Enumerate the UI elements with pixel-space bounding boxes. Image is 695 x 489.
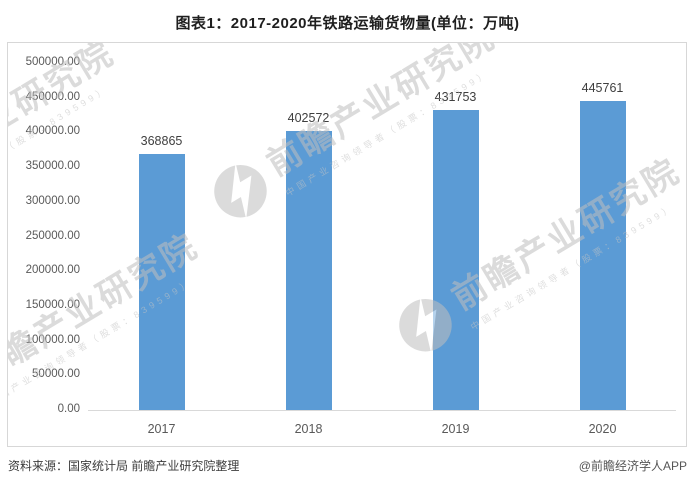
- bar-value-label: 402572: [287, 110, 330, 125]
- bar-group: 402572 2018: [235, 63, 382, 436]
- y-axis-tick-label: 400000.00: [25, 125, 80, 138]
- bar-value-label: 431753: [434, 90, 477, 105]
- bar-value-label: 445761: [581, 80, 624, 95]
- footer-credit: @前瞻经济学人APP: [578, 459, 687, 473]
- y-axis-tick-label: 50000.00: [32, 368, 80, 381]
- bar-group: 368865 2017: [88, 63, 235, 436]
- x-axis-label: 2017: [147, 422, 176, 436]
- page-title: 图表1：2017-2020年铁路运输货物量(单位：万吨): [175, 15, 520, 32]
- x-axis-label: 2018: [294, 422, 323, 436]
- y-axis-tick-label: 0.00: [57, 403, 80, 415]
- y-axis-tick-label: 100000.00: [25, 333, 80, 346]
- y-axis-tick-label: 250000.00: [25, 229, 80, 242]
- y-axis-tick-label: 150000.00: [25, 298, 80, 311]
- y-axis-tick-label: 300000.00: [25, 194, 80, 207]
- footer-source: 资料来源：国家统计局 前瞻产业研究院整理: [8, 459, 240, 473]
- bar-group: 431753 2019: [382, 63, 529, 436]
- bar: [138, 154, 185, 410]
- bar: [432, 110, 479, 410]
- bar: [285, 130, 332, 410]
- y-axis-tick-label: 500000.00: [25, 56, 80, 68]
- y-axis-tick-label: 450000.00: [25, 90, 80, 103]
- y-axis-tick-label: 350000.00: [25, 160, 80, 173]
- x-axis-label: 2019: [441, 422, 470, 436]
- bar-group: 445761 2020: [529, 63, 676, 436]
- x-axis-line: [88, 410, 676, 411]
- bar: [579, 100, 626, 410]
- chart-panel: 前瞻产业研究院 中国产业咨询领导者（股票：839599） 前瞻产业研究院 中国产…: [7, 42, 687, 447]
- x-axis-label: 2020: [588, 422, 617, 436]
- y-axis-tick-label: 200000.00: [25, 264, 80, 277]
- bar-value-label: 368865: [140, 134, 183, 149]
